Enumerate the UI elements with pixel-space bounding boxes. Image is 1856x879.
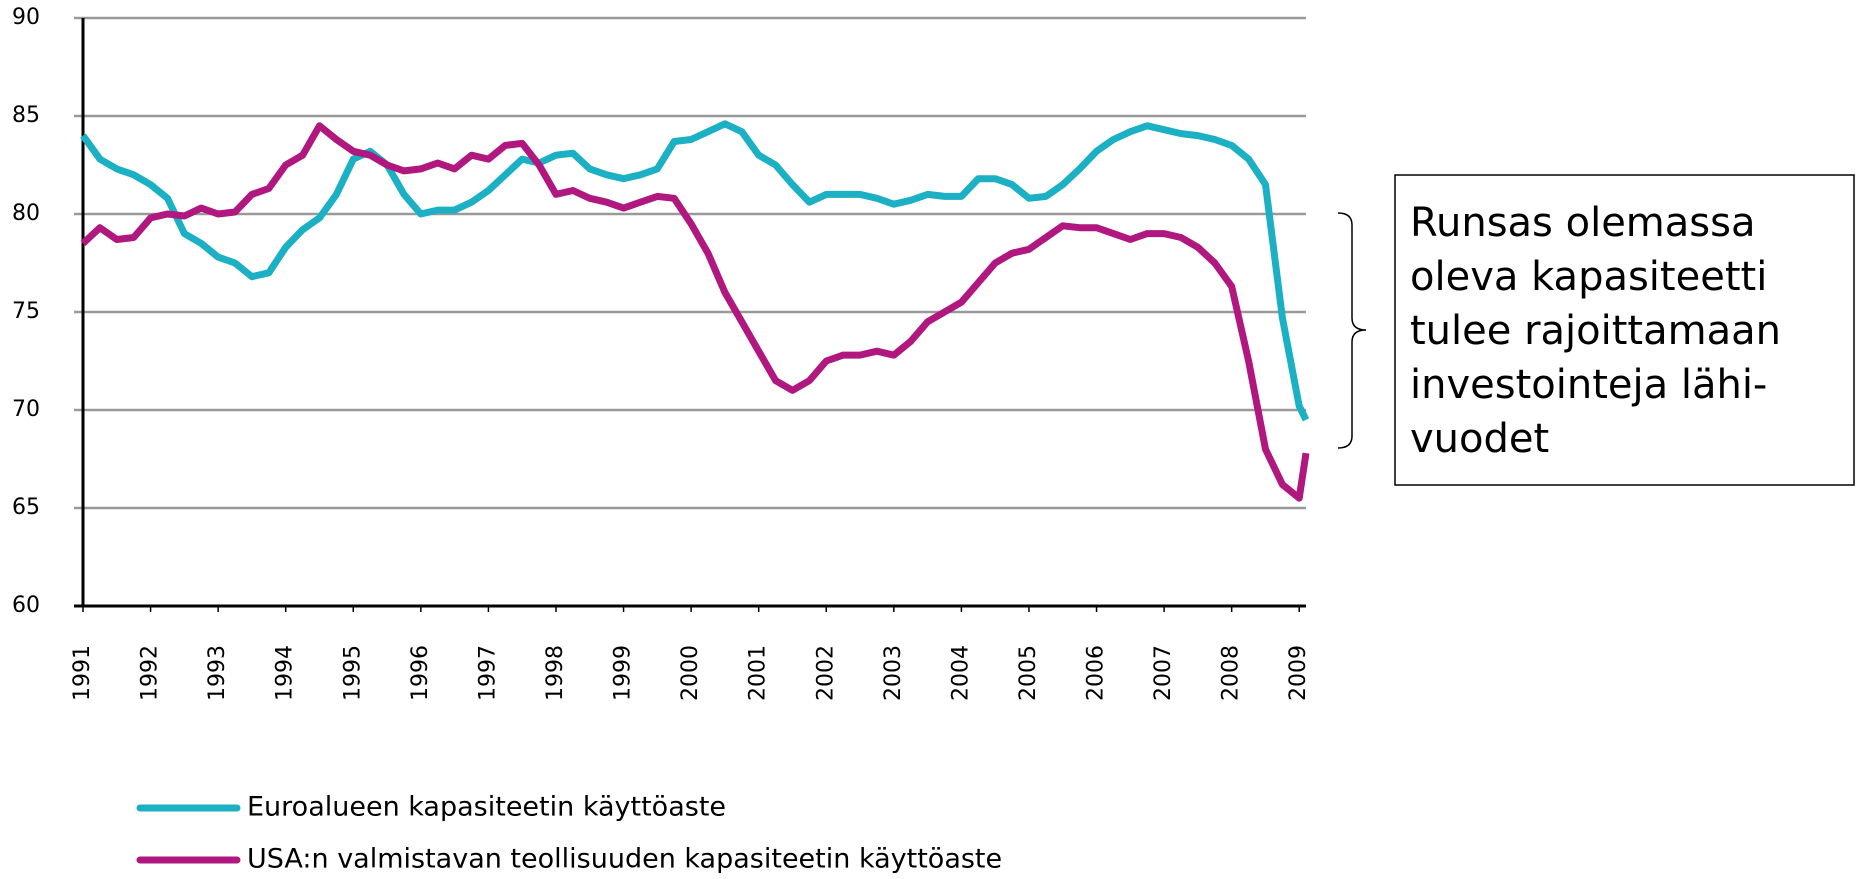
- y-tick-label: 80: [12, 201, 40, 226]
- x-tick-label: 1993: [205, 645, 230, 701]
- y-tick-label: 65: [12, 495, 40, 520]
- series-line: [80, 122, 1310, 502]
- x-tick-label: 2006: [1084, 645, 1109, 701]
- x-tick-label: 1995: [340, 645, 365, 701]
- x-tick-label: 2001: [746, 645, 771, 701]
- x-tick-label: 2005: [1016, 645, 1041, 701]
- y-tick-label: 70: [12, 397, 40, 422]
- x-tick-label: 2009: [1286, 645, 1311, 701]
- x-tick-label: 1994: [273, 645, 298, 701]
- brace: [1337, 212, 1367, 449]
- legend-label: Euroalueen kapasiteetin käyttöaste: [247, 792, 726, 823]
- x-tick-label: 2008: [1219, 645, 1244, 701]
- annotation-text: vuodet: [1410, 416, 1549, 462]
- annotation-box: [1394, 174, 1855, 486]
- x-tick-label: 2003: [881, 645, 906, 701]
- annotation-text: oleva kapasiteetti: [1410, 254, 1767, 300]
- y-tick-label: 60: [12, 593, 40, 618]
- x-tick-label: 2002: [813, 645, 838, 701]
- series-line: [80, 120, 1310, 422]
- annotation-text: investointeja lähi-: [1410, 362, 1767, 408]
- annotation-text: tulee rajoittamaan: [1410, 308, 1781, 354]
- y-tick-label: 75: [12, 299, 40, 324]
- x-tick-label: 1998: [543, 645, 568, 701]
- x-tick-label: 1991: [70, 645, 95, 701]
- annotation-text: Runsas olemassa: [1410, 200, 1755, 246]
- x-tick-label: 1992: [138, 645, 163, 701]
- y-tick-label: 90: [12, 5, 40, 30]
- x-tick-label: 2004: [948, 645, 973, 701]
- x-tick-label: 1996: [408, 645, 433, 701]
- y-tick-label: 85: [12, 103, 40, 128]
- x-tick-label: 2000: [678, 645, 703, 701]
- x-tick-label: 1999: [611, 645, 636, 701]
- x-tick-label: 2007: [1151, 645, 1176, 701]
- x-tick-label: 1997: [475, 645, 500, 701]
- legend-label: USA:n valmistavan teollisuuden kapasitee…: [247, 844, 1002, 875]
